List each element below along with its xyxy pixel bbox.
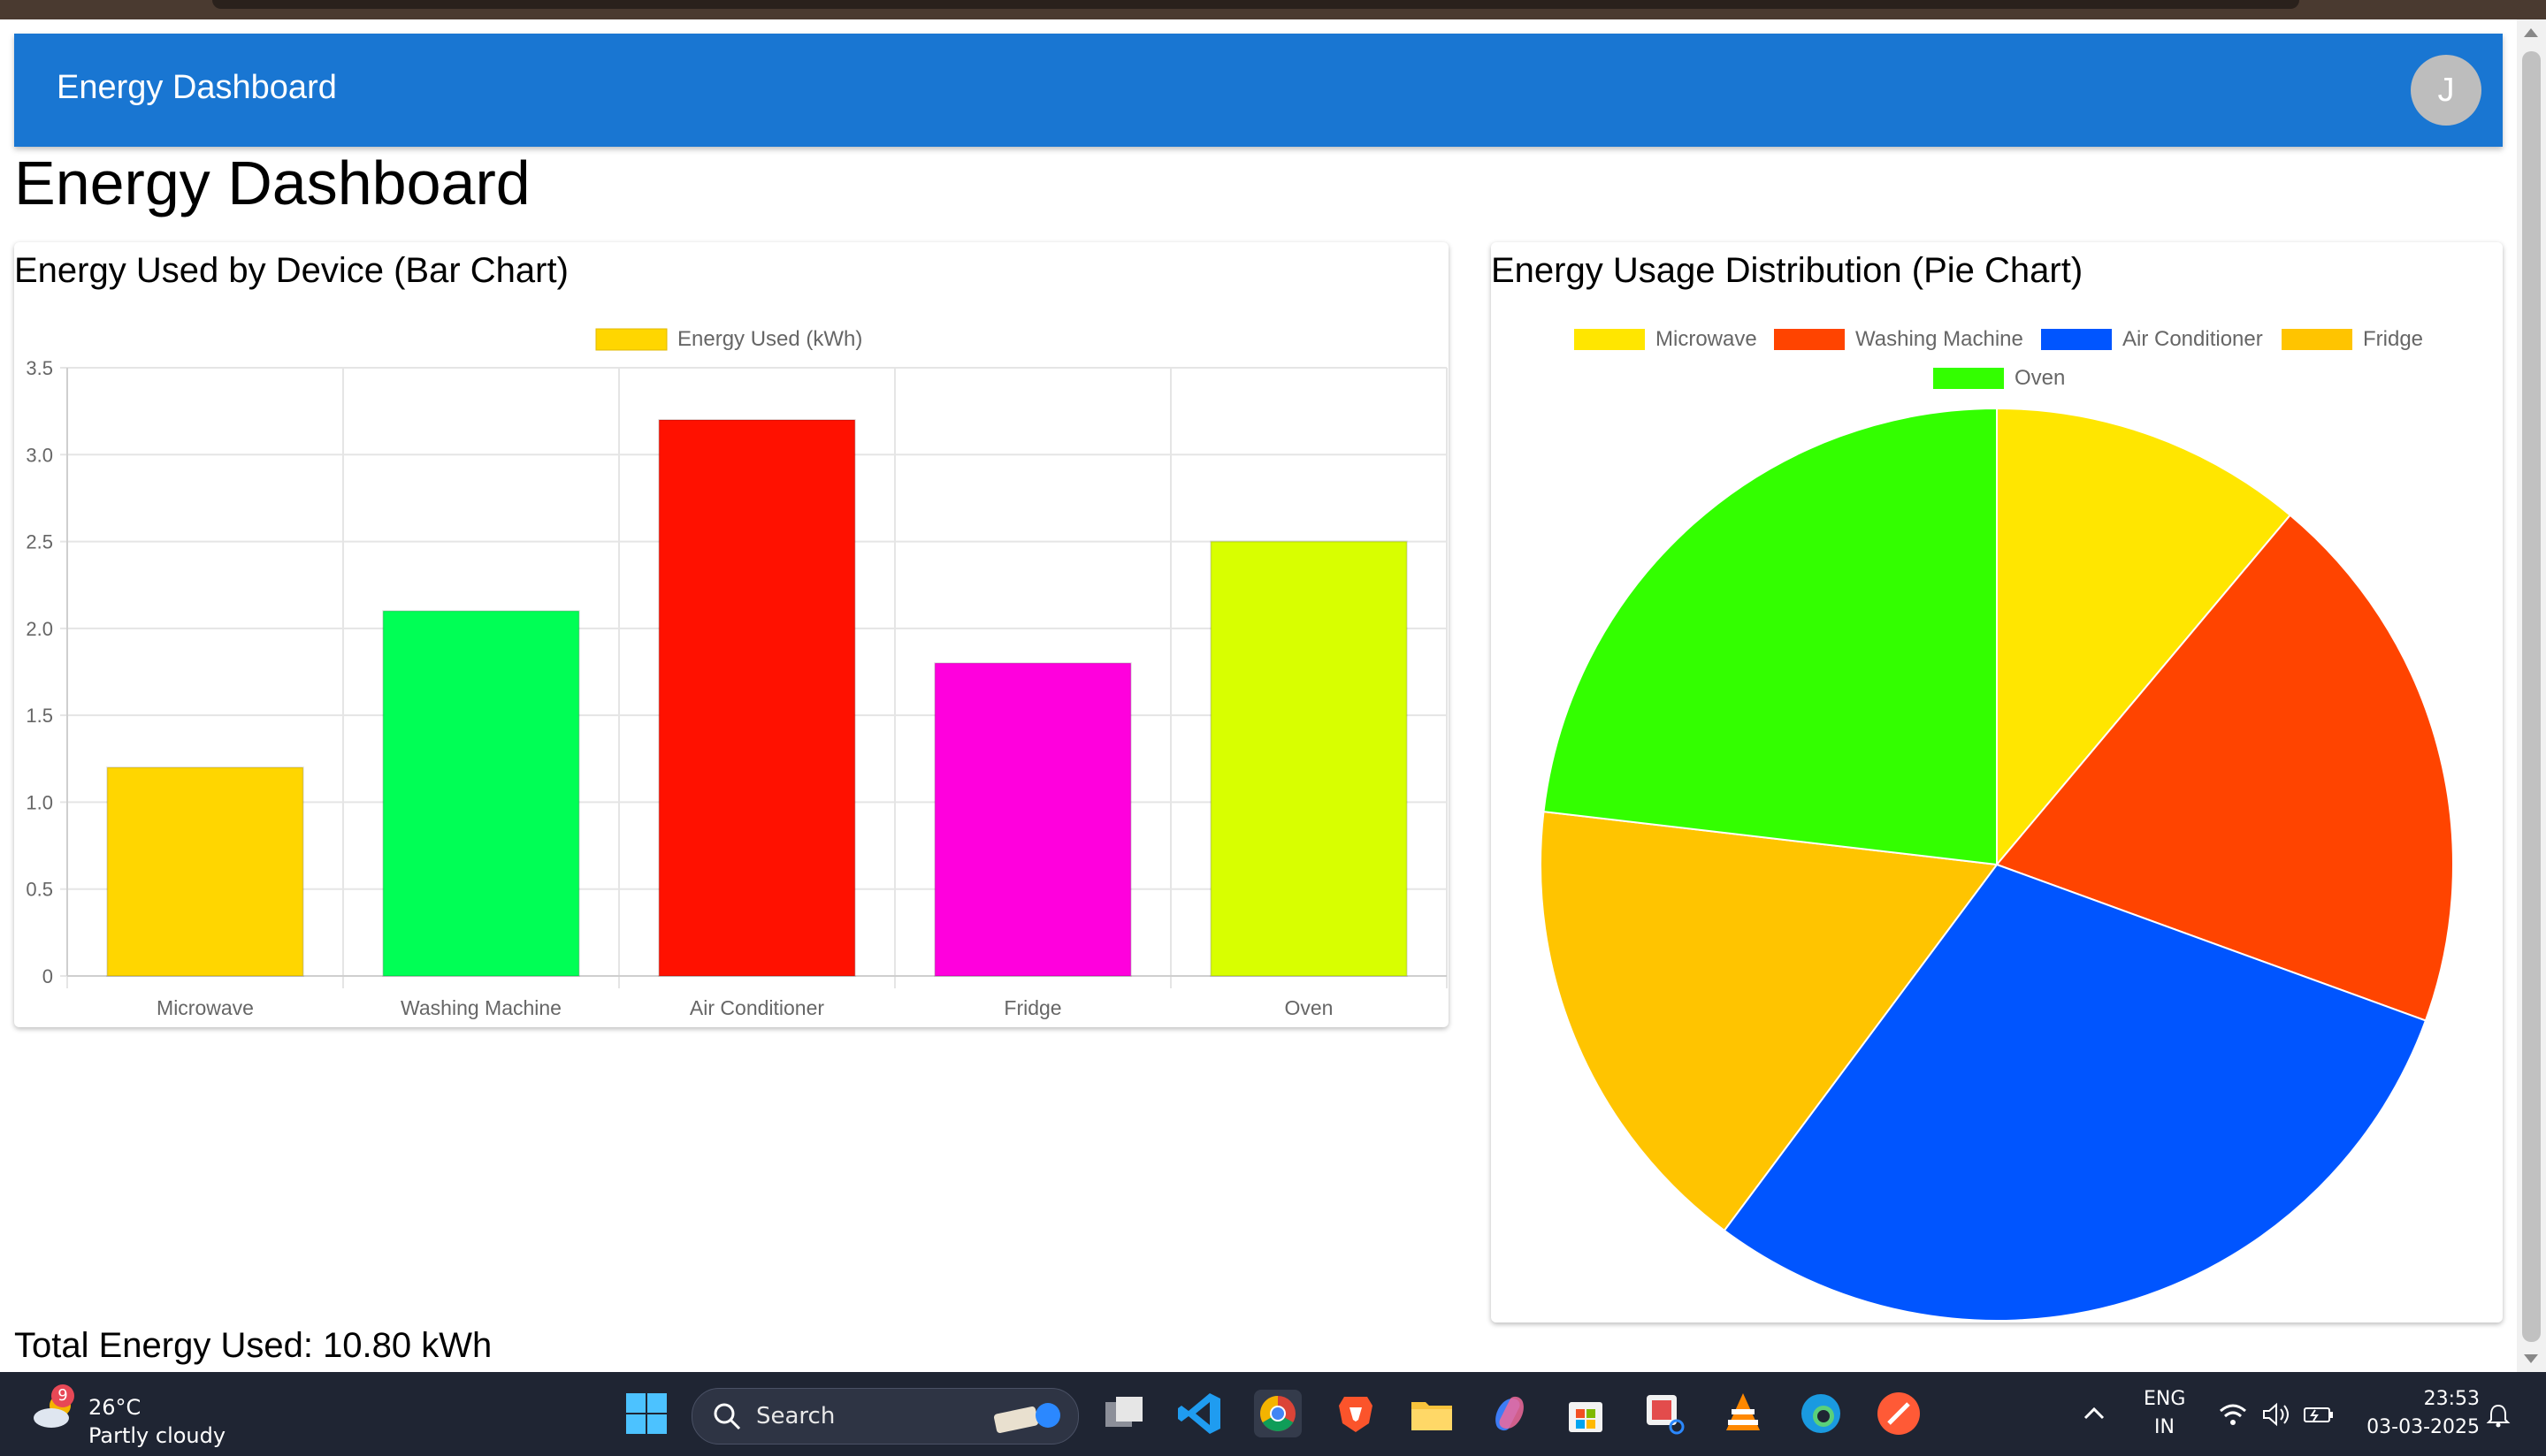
app-bar: Energy Dashboard J [14,34,2503,147]
bar-ytick-label: 0.5 [26,879,53,901]
bar-ytick-label: 1.0 [26,791,53,813]
page-title: Energy Dashboard [14,149,531,217]
bar-legend-label: Energy Used (kWh) [677,327,862,351]
pie-legend-swatch [2282,329,2352,350]
bar-legend: Energy Used (kWh) [595,327,862,351]
pie-legend-swatch [1774,329,1845,350]
pie-slice-fridge [1540,810,1999,1232]
pie-slice-oven [1542,407,1998,866]
pie-legend-swatch [1574,329,1645,350]
app-orange-icon[interactable] [1875,1390,1923,1437]
pie-legend-swatch [1933,368,2004,389]
bar-legend-swatch [595,328,668,351]
bar-chart-title: Energy Used by Device (Bar Chart) [14,251,569,290]
pie-chart-card: Energy Usage Distribution (Pie Chart) Mi… [1491,242,2503,1323]
bar-chart: Energy Used (kWh) 0 0.5 1.0 1.5 2.0 2.5 3.0 3.5 M… [26,327,1448,1019]
bar-category-label: Washing Machine [401,996,562,1019]
browser-bar-edge [212,0,2299,9]
pie-legend: Microwave Washing Machine Air Conditioner F… [1574,327,2423,390]
bar-air-conditioner [658,418,856,977]
pie-legend-label: Fridge [2363,327,2423,351]
volume-icon[interactable] [2260,1402,2292,1427]
search-highlight-icon [993,1403,1060,1434]
pie-chart-title: Energy Usage Distribution (Pie Chart) [1491,251,2083,290]
search-label: Search [756,1403,836,1429]
pie-legend-label: Oven [2015,366,2065,390]
total-energy-text: Total Energy Used: 10.80 kWh [14,1326,493,1365]
bar-chart-card: Energy Used by Device (Bar Chart) Energy… [14,242,1449,1027]
bar-ytick-label: 0 [42,965,53,987]
bar-category-label: Oven [1285,996,1334,1019]
bar-category-label: Air Conditioner [690,996,824,1019]
language-line2: IN [2154,1416,2175,1438]
clock-date: 03-03-2025 [2366,1416,2480,1438]
battery-icon[interactable] [2303,1404,2335,1425]
weather-temperature: 26°C [88,1395,141,1420]
bar-microwave [106,766,304,977]
avatar[interactable]: J [2411,55,2481,126]
language-line1: ENG [2144,1388,2186,1410]
search-icon [714,1403,741,1430]
bar-ytick-label: 2.5 [26,531,53,553]
taskbar-search[interactable]: Search [692,1388,1079,1445]
scroll-up-icon[interactable] [2524,28,2538,37]
bar-ytick-label: 2.0 [26,618,53,640]
bar-ytick-label: 3.5 [26,357,53,379]
scroll-down-icon[interactable] [2524,1354,2538,1363]
bar-oven [1210,540,1408,977]
windows-start-icon[interactable] [623,1390,670,1437]
vlc-icon[interactable] [1719,1390,1767,1437]
pie-chart: Microwave Washing Machine Air Conditioner F… [1540,327,2454,1322]
weather-condition: Partly cloudy [88,1423,226,1448]
brave-icon[interactable] [1332,1390,1380,1437]
weather-badge: 9 [51,1384,74,1407]
bar-washing-machine [382,610,580,977]
chrome-icon[interactable] [1254,1390,1302,1437]
bar-ytick-label: 1.5 [26,705,53,727]
microsoft-store-icon[interactable] [1562,1390,1609,1437]
browser-top-strip [0,0,2546,19]
show-hidden-icons-chevron-icon[interactable] [2082,1404,2106,1422]
pie-legend-label: Air Conditioner [2122,327,2263,351]
bar-fridge [934,662,1132,977]
pie-legend-swatch [2041,329,2112,350]
bar-ytick-label: 3.0 [26,444,53,466]
copilot-icon[interactable] [1486,1390,1533,1437]
task-view-icon[interactable] [1100,1390,1148,1437]
pie-slice-air-conditioner [1723,863,2427,1322]
edge-icon[interactable] [1797,1390,1845,1437]
wifi-icon[interactable] [2218,1402,2248,1427]
clock[interactable]: 23:53 03-03-2025 [2356,1372,2480,1456]
snipping-tool-icon[interactable] [1641,1390,1689,1437]
pie-slice-microwave [1996,407,2292,867]
bar-category-label: Fridge [1004,996,1061,1019]
file-explorer-icon[interactable] [1408,1390,1456,1437]
pie-slice-washing-machine [1995,514,2454,1022]
scrollbar-thumb[interactable] [2522,51,2541,1342]
app-bar-title: Energy Dashboard [57,69,337,106]
page-scrollbar[interactable] [2517,19,2546,1372]
notification-bell-icon[interactable] [2485,1402,2512,1429]
bar-category-label: Microwave [157,996,254,1019]
pie-legend-label: Microwave [1655,327,1757,351]
pie-legend-label: Washing Machine [1855,327,2023,351]
clock-time: 23:53 [2423,1388,2480,1410]
vs-code-icon[interactable] [1176,1390,1224,1437]
taskbar: 9 26°C Partly cloudy Search [0,1372,2546,1456]
